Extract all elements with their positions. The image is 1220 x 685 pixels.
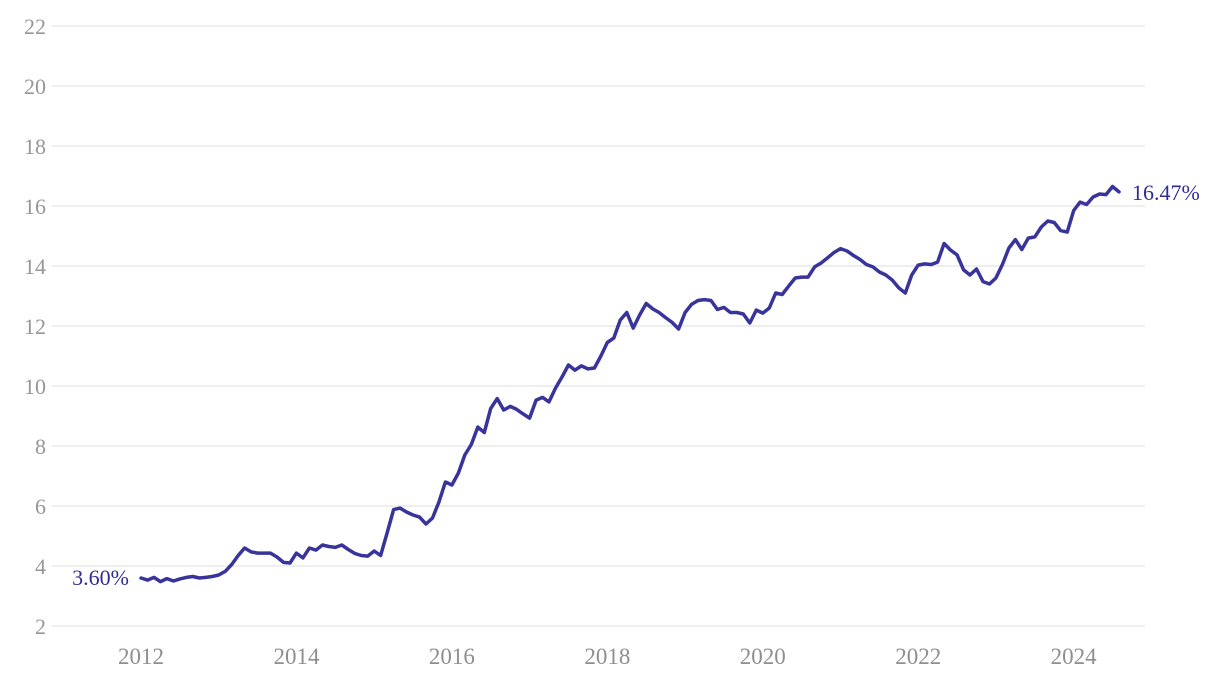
y-tick-label: 8	[35, 434, 46, 459]
y-tick-label: 10	[24, 374, 46, 399]
x-tick-label: 2024	[1051, 644, 1098, 669]
y-tick-label: 16	[24, 194, 46, 219]
y-tick-label: 12	[24, 314, 46, 339]
gridlines	[52, 25, 1145, 627]
y-tick-label: 20	[24, 74, 46, 99]
x-tick-label: 2012	[118, 644, 164, 669]
start-value-label: 3.60%	[72, 565, 129, 590]
y-tick-label: 4	[35, 554, 46, 579]
x-axis-tick-labels: 2012 2014 2016 2018 2020 2022 2024	[118, 644, 1097, 669]
y-tick-label: 22	[24, 14, 46, 39]
x-tick-label: 2018	[584, 644, 630, 669]
y-tick-label: 6	[35, 494, 46, 519]
y-tick-label: 14	[24, 254, 46, 279]
y-axis-tick-labels: 2 4 6 8 10 12 14 16 18 20 22	[24, 14, 46, 639]
data-series-line	[139, 184, 1121, 584]
x-tick-label: 2020	[740, 644, 786, 669]
x-tick-label: 2016	[429, 644, 475, 669]
y-tick-label: 18	[24, 134, 46, 159]
y-tick-label: 2	[35, 614, 46, 639]
end-value-label: 16.47%	[1132, 180, 1200, 205]
x-tick-label: 2022	[895, 644, 941, 669]
x-tick-label: 2014	[273, 644, 320, 669]
